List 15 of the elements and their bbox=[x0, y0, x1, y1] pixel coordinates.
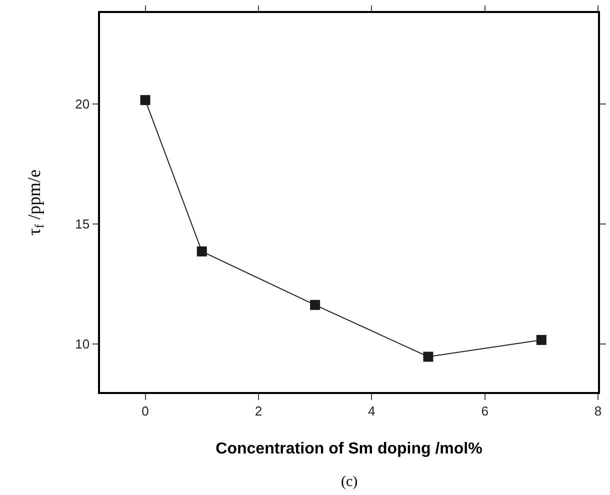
point bbox=[423, 352, 434, 362]
y-tick-label: 15 bbox=[75, 216, 90, 232]
point bbox=[196, 246, 207, 256]
point bbox=[536, 334, 546, 345]
text: (c) bbox=[341, 474, 358, 490]
x-tick-label: 8 bbox=[594, 403, 602, 418]
y-tick-label: 20 bbox=[75, 96, 90, 112]
y-tick-label: 10 bbox=[75, 336, 90, 352]
point bbox=[310, 300, 320, 310]
x-tick-label: 4 bbox=[368, 403, 376, 418]
point bbox=[140, 95, 150, 106]
x-tick-label: 6 bbox=[481, 403, 488, 418]
x-tick-label: 2 bbox=[254, 403, 262, 418]
x-tick-label: 0 bbox=[142, 403, 149, 418]
x-axis-title: Concentration of Sm doping /mol% bbox=[216, 440, 482, 458]
